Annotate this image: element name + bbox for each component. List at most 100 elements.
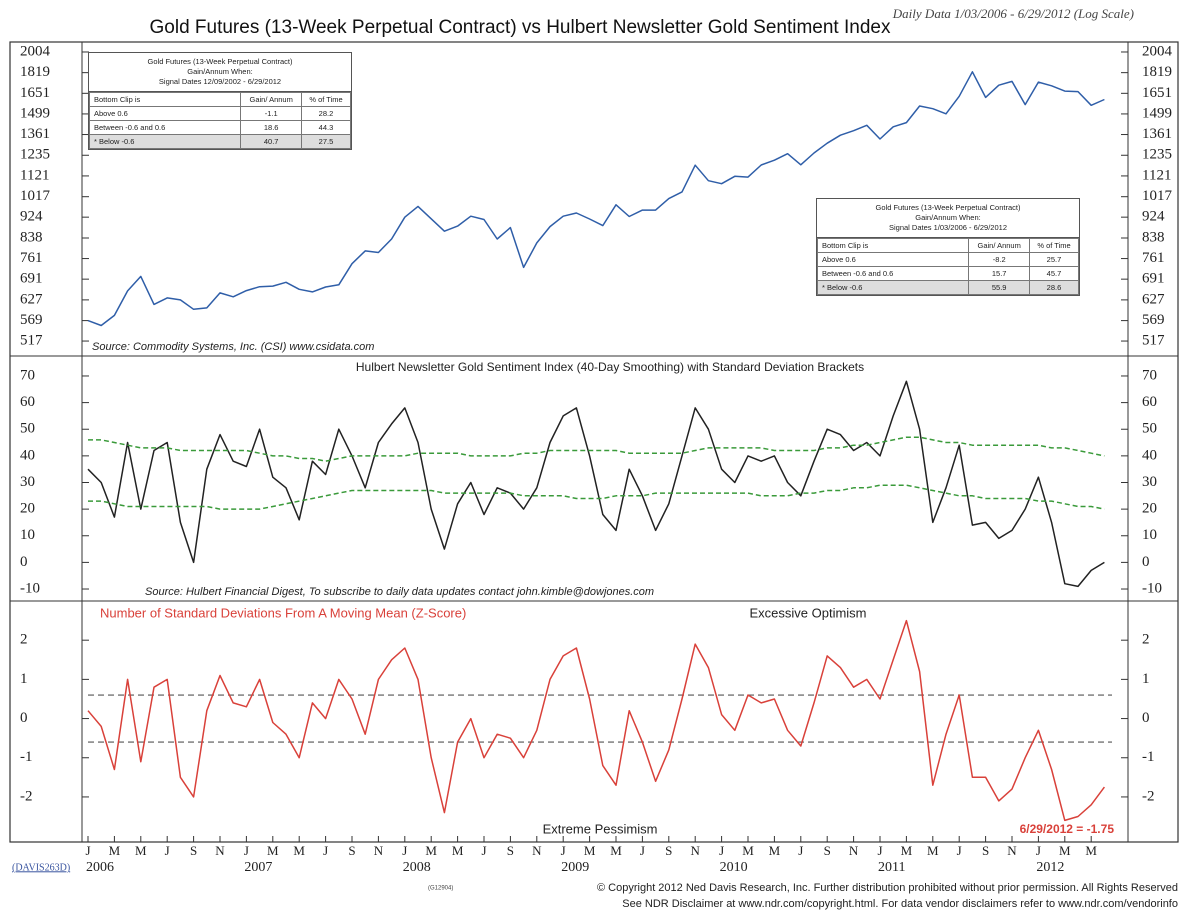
y-tick-label: 2 xyxy=(1142,632,1150,648)
annotation: Extreme Pessimism xyxy=(543,821,658,836)
y-tick-label: 761 xyxy=(1142,250,1165,266)
stats-table: Gold Futures (13-Week Perpetual Contract… xyxy=(816,198,1080,296)
data-line xyxy=(87,619,1106,822)
column-header: Gain/ Annum xyxy=(240,92,302,107)
y-tick-label: 40 xyxy=(1142,447,1157,463)
data-line xyxy=(87,71,1105,327)
table-cell: Between -0.6 and 0.6 xyxy=(88,120,242,135)
table-row: Above 0.6 -8.2 25.7 xyxy=(816,252,1080,267)
year-label: 2006 xyxy=(86,860,114,875)
y-tick-label: -10 xyxy=(1142,580,1162,596)
y-tick-label: 2004 xyxy=(1142,43,1173,59)
y-tick-label: 1235 xyxy=(20,147,50,163)
y-tick-label: 1361 xyxy=(20,126,50,142)
year-label: 2008 xyxy=(403,860,431,875)
x-tick-label: M xyxy=(293,843,305,858)
data-line xyxy=(88,484,1105,510)
y-tick-label: 517 xyxy=(20,332,43,348)
x-tick-label: J xyxy=(244,843,249,858)
y-tick-label: 60 xyxy=(20,394,35,410)
table-cell: Between -0.6 and 0.6 xyxy=(816,266,970,281)
table-heading: Gold Futures (13-Week Perpetual Contract… xyxy=(817,199,1079,238)
y-tick-label: 761 xyxy=(20,250,43,266)
y-tick-label: 1 xyxy=(1142,671,1150,687)
x-tick-label: M xyxy=(1059,843,1071,858)
heading-line: Gain/Annum When: xyxy=(915,213,981,222)
x-tick-label: N xyxy=(1007,843,1017,858)
y-tick-label: 838 xyxy=(20,229,43,245)
y-tick-label: 0 xyxy=(1142,710,1150,726)
y-tick-label: 20 xyxy=(20,501,35,517)
table-cell: 45.7 xyxy=(1028,266,1080,281)
table-body: Bottom Clip is Gain/ Annum% of Time Above … xyxy=(88,92,352,149)
footer-text: See NDR Disclaimer at www.ndr.com/copyri… xyxy=(622,898,1178,910)
x-tick-label: S xyxy=(824,843,831,858)
annotation: 6/29/2012 = -1.75 xyxy=(1020,822,1115,836)
chart-code: (DAVIS263D) xyxy=(12,862,70,873)
y-tick-label: 1017 xyxy=(20,188,51,204)
source-note: Source: Hulbert Financial Digest, To sub… xyxy=(145,586,654,598)
chart-title: Gold Futures (13-Week Perpetual Contract… xyxy=(150,17,891,38)
heading-line: Signal Dates 1/03/2006 - 6/29/2012 xyxy=(888,223,1007,232)
chart-subtitle: Daily Data 1/03/2006 - 6/29/2012 (Log Sc… xyxy=(892,6,1134,21)
x-tick-label: N xyxy=(374,843,384,858)
table-cell: -8.2 xyxy=(968,252,1030,267)
y-tick-label: 30 xyxy=(1142,474,1157,490)
y-tick-label: 1361 xyxy=(1142,126,1172,142)
y-tick-label: 1819 xyxy=(20,64,50,80)
y-tick-label: 1651 xyxy=(1142,85,1172,101)
y-tick-label: 691 xyxy=(1142,271,1165,287)
panel-title: Hulbert Newsletter Gold Sentiment Index … xyxy=(356,360,864,374)
x-tick-label: J xyxy=(798,843,803,858)
y-tick-label: -1 xyxy=(1142,749,1155,765)
column-header: Gain/ Annum xyxy=(968,238,1030,253)
y-tick-label: 1121 xyxy=(20,167,49,183)
panel-title: Number of Standard Deviations From A Mov… xyxy=(100,605,466,620)
table-cell: 55.9 xyxy=(968,280,1030,295)
y-tick-label: 40 xyxy=(20,447,35,463)
y-tick-label: 1499 xyxy=(1142,105,1172,121)
data-line xyxy=(87,380,1105,588)
y-tick-label: 10 xyxy=(20,527,35,543)
y-tick-label: -1 xyxy=(20,749,33,765)
x-tick-label: J xyxy=(561,843,566,858)
x-tick-label: M xyxy=(769,843,781,858)
y-tick-label: 924 xyxy=(20,209,43,225)
heading-line: Gold Futures (13-Week Perpetual Contract… xyxy=(147,57,293,66)
x-tick-label: J xyxy=(165,843,170,858)
data-line xyxy=(88,436,1105,462)
table-cell: 25.7 xyxy=(1028,252,1080,267)
x-tick-label: J xyxy=(719,843,724,858)
table-body: Bottom Clip is Gain/ Annum% of Time Above … xyxy=(816,238,1080,295)
year-label: 2011 xyxy=(878,860,905,875)
table-row: Between -0.6 and 0.6 18.6 44.3 xyxy=(88,120,352,135)
y-tick-label: 70 xyxy=(1142,367,1157,383)
y-tick-label: 50 xyxy=(20,421,35,437)
x-tick-label: J xyxy=(1036,843,1041,858)
column-header: % of Time xyxy=(1028,238,1080,253)
y-tick-label: 2004 xyxy=(20,43,51,59)
table-cell: 15.7 xyxy=(968,266,1030,281)
y-tick-label: 627 xyxy=(20,291,43,307)
y-tick-label: 1651 xyxy=(20,85,50,101)
x-tick-label: J xyxy=(85,843,90,858)
x-tick-label: J xyxy=(957,843,962,858)
x-tick-label: M xyxy=(452,843,464,858)
x-tick-label: N xyxy=(849,843,859,858)
table-cell: * Below -0.6 xyxy=(816,280,970,295)
y-tick-label: 0 xyxy=(1142,554,1150,570)
x-tick-label: M xyxy=(927,843,939,858)
y-tick-label: 1499 xyxy=(20,105,50,121)
header-row: Bottom Clip is Gain/ Annum% of Time xyxy=(816,238,1080,253)
x-tick-label: N xyxy=(215,843,225,858)
x-tick-label: M xyxy=(610,843,622,858)
x-tick-label: J xyxy=(640,843,645,858)
x-tick-label: M xyxy=(135,843,147,858)
y-tick-label: 0 xyxy=(20,710,28,726)
annotation: Excessive Optimism xyxy=(749,605,866,620)
table-row: Between -0.6 and 0.6 15.7 45.7 xyxy=(816,266,1080,281)
table-row: * Below -0.6 40.7 27.5 xyxy=(88,134,352,149)
column-header: % of Time xyxy=(300,92,352,107)
x-tick-label: N xyxy=(532,843,542,858)
